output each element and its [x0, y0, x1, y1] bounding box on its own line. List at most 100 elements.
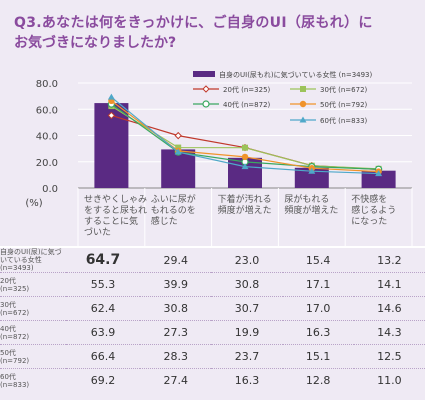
- row-header-label: 20代: [0, 276, 16, 285]
- question-title-line2: お気づきになりましたか?: [14, 35, 177, 51]
- table-cell: 17.1: [282, 272, 354, 297]
- row-header-label: 40代: [0, 324, 16, 333]
- row-header-n: (n=872): [0, 332, 30, 341]
- category-label: 感じた: [151, 215, 178, 227]
- series-marker: [241, 163, 249, 170]
- bar: [161, 149, 196, 188]
- row-header: 自身のUI(尿)に気づ いている女性 (n=3493): [0, 248, 66, 273]
- row-header: 20代 (n=325): [0, 272, 66, 297]
- category-label: になった: [351, 216, 387, 227]
- row-header-label: 50代: [0, 348, 16, 357]
- y-unit-label: (%): [25, 198, 42, 209]
- row-header-label: 30代: [0, 300, 16, 309]
- question-title-line1: Q3.あなたは何をきっかけに、ご自身のUI（尿もれ）に: [14, 15, 373, 31]
- row-header: 30代 (n=672): [0, 296, 66, 321]
- table-cell: 30.8: [140, 296, 212, 321]
- table-cell: 12.5: [353, 344, 425, 369]
- row-header-label: 60代: [0, 372, 16, 381]
- table-cell: 15.1: [282, 344, 354, 369]
- legend-swatch: [193, 71, 215, 77]
- table-cell: 11.0: [377, 374, 402, 387]
- legend-marker: [299, 116, 307, 123]
- y-tick-label: 60.0: [36, 105, 58, 116]
- table-cell: 27.4: [163, 374, 189, 387]
- table-cell: 64.7: [65, 248, 141, 273]
- table-cell: 17.0: [282, 296, 354, 321]
- table-row: 50代 (n=792) 66.4 28.3 23.7 15.1 12.5: [0, 344, 425, 369]
- table-cell: 27.3: [140, 320, 212, 345]
- category-label: づいた: [84, 227, 111, 238]
- row-header-n: (n=833): [0, 380, 30, 389]
- table-cell: 23.7: [211, 344, 283, 369]
- row-header-n: (n=792): [0, 356, 30, 365]
- data-table: 自身のUI(尿)に気づ いている女性 (n=3493) 64.7 29.4 23.0 15.…: [0, 248, 425, 392]
- table-cell: 30.8: [211, 272, 283, 297]
- category-label: せきやくしゃみ: [84, 194, 147, 205]
- row-header: 50代 (n=792): [0, 344, 66, 369]
- bar: [361, 170, 396, 188]
- table-row: 30代 (n=672) 62.4 30.8 30.7 17.0 14.6: [0, 296, 425, 321]
- category-label: 下着が汚れる: [218, 193, 272, 205]
- table-row: 40代 (n=872) 63.9 27.3 19.9 16.3 14.3: [0, 320, 425, 345]
- series-marker: [174, 148, 182, 155]
- table-cell: 29.4: [140, 248, 212, 273]
- legend-label: 20代 (n=325): [223, 85, 271, 94]
- row-header-n: (n=672): [0, 308, 30, 317]
- series-marker: [242, 144, 248, 151]
- series-marker: [308, 167, 316, 174]
- table-row: 自身のUI(尿)に気づ いている女性 (n=3493) 64.7 29.4 23.0 15.…: [0, 248, 425, 273]
- table-cell: 14.6: [353, 296, 425, 321]
- category-label: することに気: [84, 215, 138, 227]
- row-header: 60代 (n=833): [0, 369, 66, 393]
- legend-label: 自身のUI(尿もれ)に気づいている女性 (n=3493): [219, 70, 373, 79]
- category-label: 頻度が増えた: [284, 204, 338, 216]
- y-tick-label: 0.0: [42, 184, 58, 195]
- category-label: 頻度が増えた: [218, 204, 272, 216]
- legend-label: 50代 (n=792): [320, 100, 368, 109]
- series-marker: [175, 144, 182, 151]
- category-label: ふいに尿が: [151, 193, 196, 205]
- row-header-label: いている女性: [0, 256, 42, 264]
- category-label: 感じるよう: [351, 204, 396, 216]
- series-marker: [174, 131, 182, 140]
- series-marker: [107, 93, 115, 100]
- category-label: もれるのを: [151, 205, 196, 216]
- legend-marker: [300, 86, 306, 92]
- table-cell: 39.9: [140, 272, 212, 297]
- legend-marker: [202, 100, 210, 108]
- table-cell: 14.1: [353, 272, 425, 297]
- series-marker: [107, 111, 116, 120]
- table-cell: 23.0: [211, 248, 283, 273]
- table-cell: 15.4: [282, 248, 354, 273]
- row-header-label: 自身のUI(尿)に気づ: [0, 248, 62, 256]
- category-label: 不快感を: [351, 193, 387, 205]
- table-row: 20代 (n=325) 55.3 39.9 30.8 17.1 14.1: [0, 272, 425, 297]
- legend-marker: [299, 100, 307, 108]
- chart: 80.0 60.0 40.0 20.0 0.0(%) せきやくしゃみをすると尿もれすること…: [25, 70, 413, 246]
- table-cell: 14.3: [353, 320, 425, 345]
- question-title: Q3.あなたは何をきっかけに、ご自身のUI（尿もれ）に お気づきになりましたか?: [14, 14, 373, 52]
- row-header: 40代 (n=872): [0, 320, 66, 345]
- table-cell: 69.2: [90, 374, 116, 387]
- table-cell: 16.3: [282, 320, 354, 345]
- series-marker: [375, 170, 383, 177]
- legend-label: 60代 (n=833): [320, 116, 368, 125]
- table-cell: 62.4: [65, 296, 141, 321]
- table-divider: [0, 246, 425, 248]
- table-cell: 12.8: [305, 374, 331, 387]
- table-row: 60代 (n=833) 69.2 27.4 16.3 12.8 11.0: [0, 369, 425, 393]
- table-cell: 13.2: [353, 248, 425, 273]
- legend-marker: [202, 85, 210, 93]
- category-label: をすると尿もれ: [84, 205, 147, 216]
- table-cell: 16.3: [234, 374, 260, 387]
- y-tick-label: 80.0: [36, 79, 58, 90]
- bar: [294, 167, 329, 188]
- table-cell: 66.4: [65, 344, 141, 369]
- row-header-n: (n=3493): [0, 264, 34, 272]
- legend-label: 40代 (n=872): [223, 100, 271, 109]
- y-tick-label: 20.0: [36, 158, 58, 169]
- table-cell: 30.7: [211, 296, 283, 321]
- table-cell: 19.9: [211, 320, 283, 345]
- table-cell: 55.3: [65, 272, 141, 297]
